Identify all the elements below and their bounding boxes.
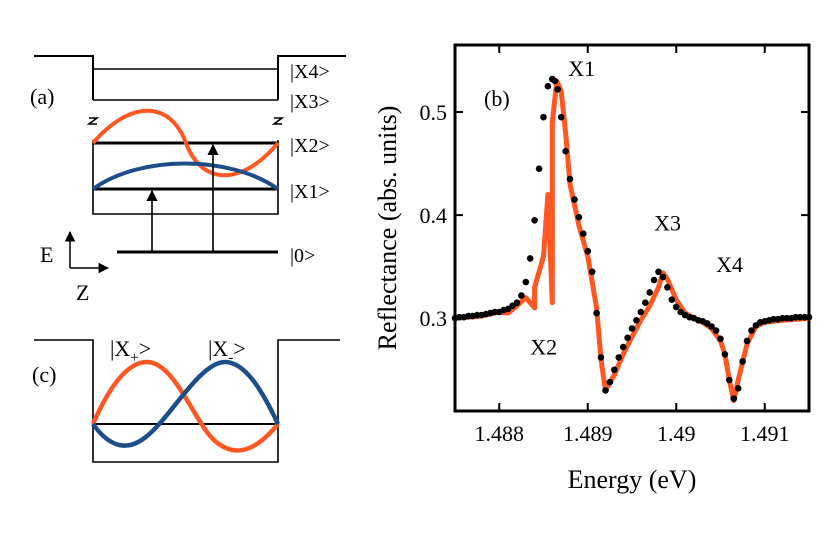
peak-label: X3 <box>654 211 681 236</box>
y-ticks: 0.3 0.4 0.5 <box>420 100 809 331</box>
peak-label: X4 <box>716 252 743 277</box>
data-point <box>554 86 561 93</box>
axis-break-left <box>86 117 100 125</box>
data-point <box>743 337 751 345</box>
x-ticks: 1.488 1.489 1.49 1.491 <box>475 45 790 446</box>
panel-a-label: (a) <box>30 84 54 109</box>
data-points <box>451 75 813 402</box>
axis-break-right <box>271 117 285 125</box>
data-point <box>551 77 559 85</box>
data-point <box>513 299 521 307</box>
data-point <box>748 327 755 334</box>
data-point <box>664 284 671 291</box>
panel-b-chart: (b) 1.488 1.489 1.49 1.491 0.3 0.4 0.5 X1 X2 X3… <box>373 43 813 494</box>
data-point <box>606 378 614 386</box>
data-point <box>734 385 742 392</box>
x-tick-label: 1.489 <box>563 421 613 446</box>
peak-label: X1 <box>568 56 595 81</box>
data-point <box>602 387 609 394</box>
data-point <box>593 309 600 317</box>
well-left-upper <box>34 55 94 100</box>
data-point <box>633 317 640 324</box>
energy-axis-label: E <box>40 242 53 267</box>
panel-a: (a) |X4> |X3> |X2> |X1> |0> E Z <box>30 55 346 305</box>
well-c-outline <box>34 339 340 463</box>
peak-annotations: X1 X2 X3 X4 <box>530 56 743 359</box>
level-label-0: |0> <box>290 245 315 267</box>
panel-c: (c) |X+> |X-> <box>32 336 340 463</box>
state-label-x-minus: |X-> <box>208 336 246 366</box>
data-point <box>672 303 680 311</box>
data-point <box>597 354 605 361</box>
wavefunction-x1 <box>91 161 280 191</box>
wavefunction-x-minus <box>91 359 281 448</box>
level-label-x2: |X2> <box>290 135 330 157</box>
level-label-x1: |X1> <box>290 181 330 203</box>
y-tick-label: 0.4 <box>420 203 448 228</box>
x-tick-label: 1.488 <box>475 421 525 446</box>
x-tick-label: 1.491 <box>740 421 790 446</box>
x-tick-label: 1.49 <box>657 421 696 446</box>
y-axis-label: Reflectance (abs. units) <box>373 106 402 351</box>
data-point <box>637 308 645 316</box>
data-point <box>650 276 658 284</box>
data-point <box>526 255 534 262</box>
data-point <box>518 292 525 299</box>
data-point <box>566 175 574 183</box>
data-point <box>668 296 676 304</box>
level-label-x4: |X4> <box>290 61 330 83</box>
data-point <box>522 278 530 286</box>
data-point <box>619 343 627 351</box>
data-point <box>580 230 587 237</box>
data-point <box>659 273 667 281</box>
data-point <box>708 323 715 330</box>
data-point <box>717 335 724 343</box>
panel-b-label: (b) <box>484 86 510 111</box>
data-point <box>805 313 813 321</box>
data-point <box>730 395 738 402</box>
data-point <box>611 366 618 374</box>
data-point <box>628 325 636 332</box>
peak-label: X2 <box>530 334 557 359</box>
data-point <box>712 327 720 334</box>
well-bottom <box>92 140 279 215</box>
data-point <box>544 82 552 90</box>
y-tick-label: 0.3 <box>420 306 448 331</box>
x-axis-label: Energy (eV) <box>568 465 697 494</box>
data-point <box>646 289 653 296</box>
data-point <box>739 358 746 365</box>
state-label-x-plus: |X+> <box>110 336 151 366</box>
data-point <box>721 351 729 358</box>
data-point <box>588 268 596 276</box>
data-point <box>615 354 622 361</box>
y-tick-label: 0.5 <box>420 100 448 125</box>
data-point <box>726 376 733 384</box>
data-point <box>571 196 578 203</box>
data-point <box>562 147 569 155</box>
data-point <box>642 299 649 307</box>
data-point <box>575 213 583 221</box>
data-point <box>535 165 543 172</box>
fit-series-line <box>454 78 810 404</box>
data-point <box>557 113 565 121</box>
plot-frame <box>453 43 811 413</box>
data-point <box>655 268 662 276</box>
level-label-x3: |X3> <box>290 91 330 113</box>
data-point <box>624 334 631 342</box>
panel-c-label: (c) <box>32 362 56 387</box>
data-point <box>540 113 547 121</box>
wavefunction-x2 <box>91 108 280 178</box>
data-point <box>584 247 592 255</box>
z-axis-label: Z <box>76 280 89 305</box>
data-point <box>531 217 538 224</box>
well-right-upper <box>277 55 346 100</box>
